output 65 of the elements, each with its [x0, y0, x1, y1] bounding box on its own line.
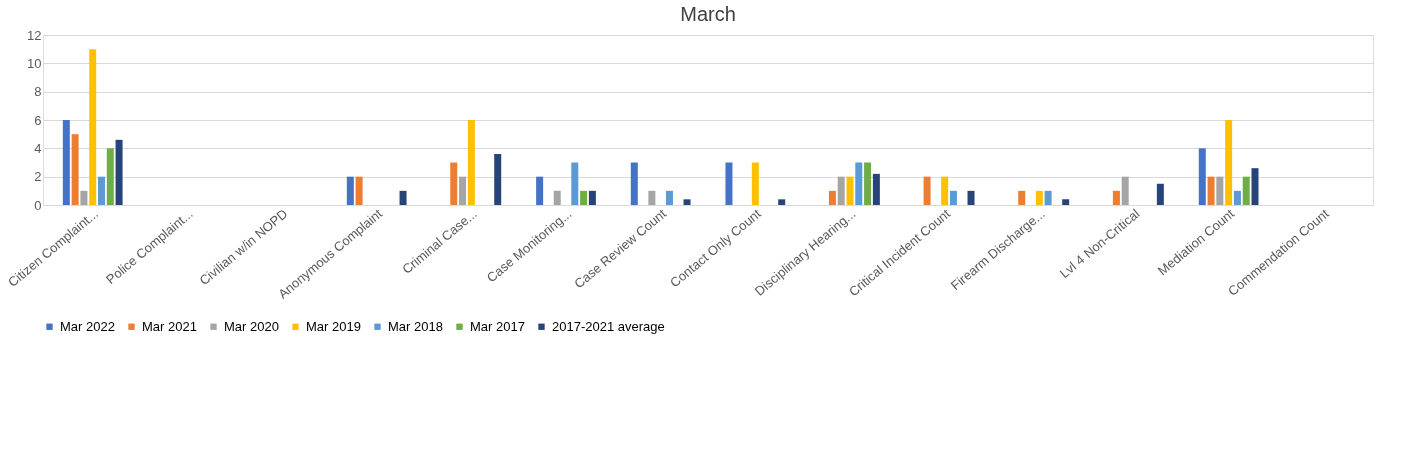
bar	[1035, 190, 1043, 205]
bar	[346, 176, 354, 205]
bar	[1018, 190, 1026, 205]
y-tick-label: 0	[34, 197, 42, 213]
legend-label: Mar 2019	[306, 318, 361, 334]
bar	[1233, 190, 1241, 205]
chart-title: March	[680, 3, 736, 25]
bar	[1156, 183, 1164, 205]
bar	[828, 190, 836, 205]
bar	[459, 176, 467, 205]
bar	[949, 190, 957, 205]
bar	[115, 139, 123, 205]
bar	[1251, 168, 1259, 205]
bar	[630, 162, 638, 205]
bar	[355, 176, 363, 205]
legend-label: Mar 2022	[60, 318, 115, 334]
y-tick-label: 12	[27, 27, 42, 43]
bar	[648, 190, 656, 205]
bar	[1121, 176, 1129, 205]
bar	[494, 154, 502, 205]
bar	[1216, 176, 1224, 205]
bar	[941, 176, 949, 205]
y-tick-label: 4	[34, 140, 42, 156]
legend-label: Mar 2018	[388, 318, 443, 334]
bar	[778, 199, 786, 205]
bar	[846, 176, 854, 205]
bar	[872, 173, 880, 205]
bar	[71, 134, 79, 205]
bar	[62, 120, 70, 205]
bar	[1044, 190, 1052, 205]
bar	[399, 190, 407, 205]
bar	[855, 162, 863, 205]
bar	[864, 162, 872, 205]
bar	[467, 120, 475, 205]
bar	[837, 176, 845, 205]
bar	[923, 176, 931, 205]
bar	[683, 199, 691, 205]
y-tick-label: 8	[34, 84, 42, 100]
bar	[1062, 199, 1070, 205]
bar	[450, 162, 458, 205]
legend-label: Mar 2021	[142, 318, 197, 334]
bar	[588, 190, 596, 205]
bar	[1112, 190, 1120, 205]
legend-label: Mar 2017	[470, 318, 525, 334]
bar	[571, 162, 579, 205]
bar	[665, 190, 673, 205]
bar	[1198, 148, 1206, 205]
bar	[80, 190, 88, 205]
y-tick-label: 2	[34, 169, 42, 185]
bar	[580, 190, 588, 205]
y-tick-label: 10	[27, 55, 42, 71]
bar	[536, 176, 544, 205]
bar	[553, 190, 561, 205]
bar	[751, 162, 759, 205]
bar	[106, 148, 114, 205]
bar	[97, 176, 105, 205]
legend-label: 2017-2021 average	[552, 318, 665, 334]
bar	[1242, 176, 1250, 205]
bar	[725, 162, 733, 205]
bar	[1207, 176, 1215, 205]
legend-label: Mar 2020	[224, 318, 279, 334]
bar	[967, 190, 975, 205]
bar	[1225, 120, 1233, 205]
y-tick-label: 6	[34, 112, 42, 128]
bar	[89, 49, 97, 205]
